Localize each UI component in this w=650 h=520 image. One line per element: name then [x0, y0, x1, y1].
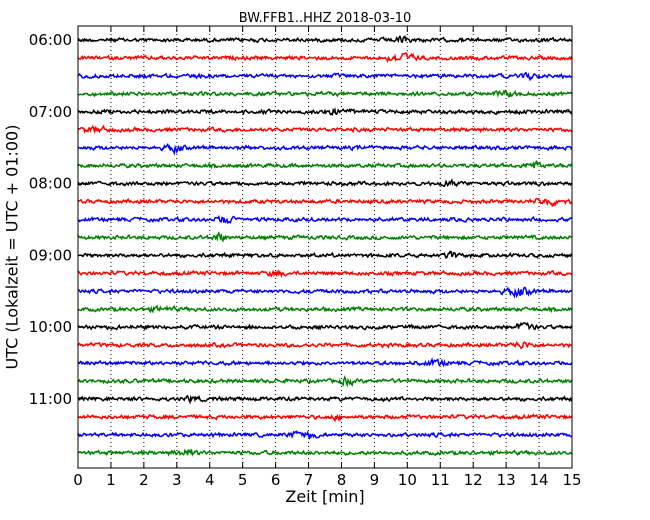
seismic-trace	[77, 231, 573, 243]
chart-title: BW.FFB1..HHZ 2018-03-10	[238, 11, 412, 26]
seismic-trace	[77, 107, 573, 116]
seismic-trace	[77, 34, 572, 44]
y-tick-label: 11:00	[29, 390, 72, 408]
x-axis-label: Zeit [min]	[285, 487, 365, 506]
seismic-trace	[77, 375, 573, 388]
x-tick-label: 3	[172, 471, 182, 489]
y-tick-label: 08:00	[29, 175, 72, 193]
y-tick-label: 10:00	[29, 318, 72, 336]
seismic-trace	[77, 178, 573, 188]
x-tick-label: 14	[530, 471, 549, 489]
seismic-trace	[77, 214, 573, 225]
x-tick-label: 0	[73, 471, 83, 489]
seismic-trace	[77, 124, 573, 135]
y-tick-label: 06:00	[29, 31, 72, 49]
seismic-trace	[77, 340, 573, 350]
plot-frame	[77, 25, 573, 469]
seismic-trace	[77, 357, 573, 368]
seismic-trace	[78, 321, 573, 331]
seismic-trace	[77, 71, 573, 82]
x-tick-label: 1	[106, 471, 116, 489]
x-tick-label: 9	[370, 471, 380, 489]
x-tick-label: 5	[238, 471, 248, 489]
x-tick-label: 8	[337, 471, 347, 489]
y-tick-label: 07:00	[29, 103, 72, 121]
x-tick-label: 6	[271, 471, 281, 489]
seismic-trace	[77, 197, 573, 208]
seismic-trace	[77, 304, 573, 314]
x-tick-label: 13	[497, 471, 516, 489]
x-tick-label: 10	[398, 471, 417, 489]
x-tick-label: 11	[431, 471, 450, 489]
x-tick-label: 12	[464, 471, 483, 489]
seismic-trace	[77, 286, 573, 299]
y-axis-label: UTC (Lokalzeit = UTC + 01:00)	[2, 124, 22, 370]
seismic-trace	[77, 160, 573, 170]
seismic-trace	[77, 413, 573, 423]
x-tick-label: 15	[562, 471, 581, 489]
y-tick-label: 09:00	[29, 246, 72, 264]
seismic-trace	[77, 89, 573, 98]
seismic-trace	[77, 448, 573, 457]
x-tick-label: 2	[139, 471, 149, 489]
seismic-trace	[77, 52, 573, 63]
seismic-trace	[77, 268, 573, 279]
seismic-trace	[77, 142, 573, 156]
seismic-trace	[77, 250, 573, 260]
seismic-trace	[77, 394, 573, 405]
x-tick-label: 7	[304, 471, 314, 489]
x-tick-label: 4	[205, 471, 215, 489]
seismic-trace	[77, 430, 573, 440]
